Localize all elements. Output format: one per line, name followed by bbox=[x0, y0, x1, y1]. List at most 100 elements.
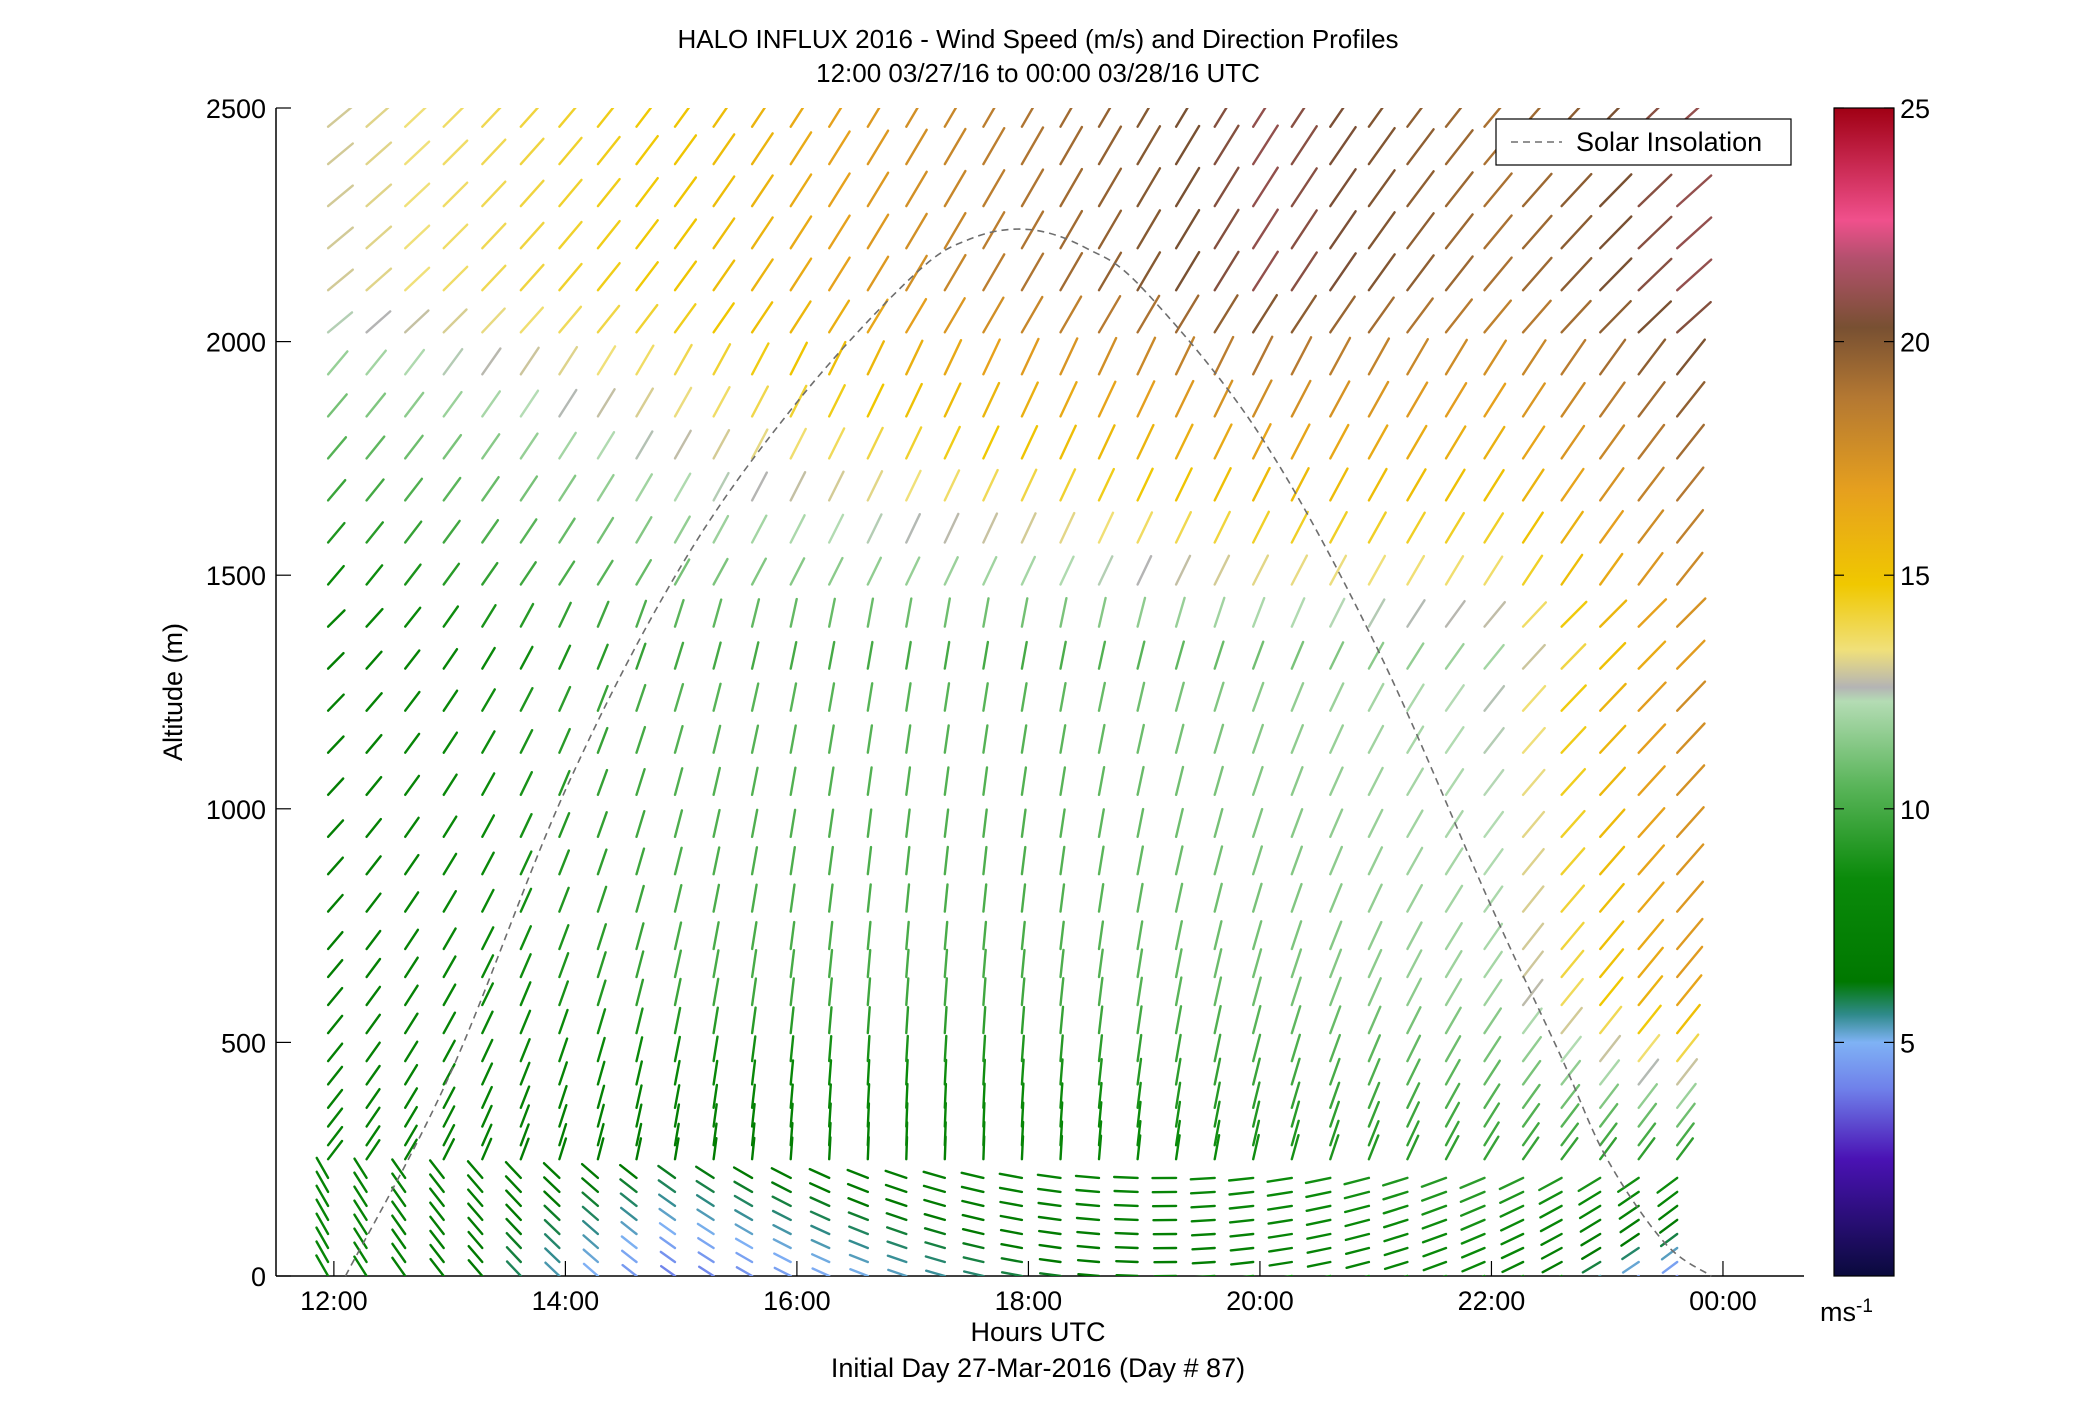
wind-vector bbox=[596, 388, 616, 418]
wind-vector bbox=[1329, 1005, 1342, 1035]
wind-vector bbox=[1444, 382, 1468, 418]
wind-vector bbox=[1367, 1005, 1382, 1035]
wind-vector bbox=[1329, 724, 1345, 754]
wind-vector bbox=[905, 1034, 909, 1063]
wind-vector bbox=[1136, 1057, 1143, 1086]
wind-vector bbox=[1444, 511, 1466, 544]
wind-vector bbox=[635, 219, 659, 250]
wind-vector bbox=[1344, 1218, 1371, 1228]
wind-vector bbox=[866, 108, 881, 128]
wind-vector bbox=[1367, 682, 1385, 712]
wind-vector bbox=[866, 597, 875, 628]
wind-vector bbox=[442, 108, 465, 128]
wind-vector bbox=[635, 344, 655, 376]
wind-vector bbox=[1020, 597, 1029, 628]
wind-vector bbox=[1483, 172, 1513, 208]
wind-vector bbox=[1343, 1190, 1371, 1200]
wind-vector bbox=[1483, 978, 1503, 1007]
wind-vector bbox=[1483, 299, 1513, 334]
wind-vector bbox=[481, 926, 495, 951]
wind-vector bbox=[1059, 597, 1068, 628]
wind-vector bbox=[365, 1013, 381, 1035]
wind-vector bbox=[582, 1248, 600, 1264]
wind-vector bbox=[365, 892, 382, 913]
wind-vector bbox=[1329, 766, 1344, 796]
wind-vector bbox=[1637, 173, 1673, 208]
wind-vector bbox=[1329, 168, 1357, 208]
wind-vector bbox=[1367, 169, 1396, 208]
wind-vector bbox=[905, 682, 912, 712]
wind-vector bbox=[1675, 680, 1707, 712]
x-tick-label: 22:00 bbox=[1458, 1286, 1526, 1316]
wind-vector bbox=[1675, 216, 1713, 250]
wind-vector bbox=[828, 108, 843, 128]
wind-vector bbox=[1560, 726, 1587, 754]
x-ticks: 12:00 14:00 16:00 18:00 20:00 22:00 00:00 bbox=[300, 1261, 1757, 1316]
wind-vector bbox=[326, 521, 346, 544]
wind-vector bbox=[1521, 922, 1545, 951]
wind-vector bbox=[1136, 1100, 1142, 1128]
wind-vector bbox=[582, 1219, 600, 1236]
wind-vector bbox=[1521, 1102, 1541, 1128]
wind-vector bbox=[943, 808, 950, 838]
wind-vector bbox=[982, 108, 996, 128]
wind-vector bbox=[1560, 1122, 1580, 1147]
wind-vector bbox=[1406, 254, 1435, 292]
wind-vector bbox=[442, 773, 458, 796]
wind-vector bbox=[442, 476, 462, 502]
wind-vector bbox=[905, 883, 911, 913]
wind-vector bbox=[1305, 1218, 1332, 1227]
wind-vector bbox=[519, 602, 535, 628]
wind-vector bbox=[1290, 724, 1305, 754]
wind-vector bbox=[789, 641, 798, 670]
wind-vector bbox=[734, 1237, 754, 1250]
y-tick-label: 1500 bbox=[206, 561, 266, 591]
colorbar-gradient bbox=[1833, 107, 1895, 1277]
wind-vector bbox=[1406, 170, 1435, 208]
wind-vector bbox=[1345, 1260, 1371, 1270]
wind-vector bbox=[558, 924, 570, 951]
wind-vector bbox=[558, 644, 572, 670]
wind-vector bbox=[1059, 424, 1077, 460]
wind-vector bbox=[673, 977, 682, 1007]
x-tick-label: 16:00 bbox=[763, 1286, 831, 1316]
colorbar-tick-label: 5 bbox=[1900, 1028, 1915, 1058]
wind-vector bbox=[750, 682, 760, 712]
wind-vector bbox=[750, 385, 769, 418]
wind-vector bbox=[673, 303, 697, 334]
wind-vector bbox=[943, 883, 949, 913]
wind-vector bbox=[750, 514, 768, 544]
wind-vector bbox=[1229, 1260, 1255, 1266]
wind-vector bbox=[1367, 380, 1390, 418]
wind-vector bbox=[1290, 209, 1318, 250]
wind-vector bbox=[1598, 1005, 1623, 1035]
wind-vector bbox=[1059, 1101, 1064, 1128]
wind-vector bbox=[1560, 257, 1593, 292]
wind-vector bbox=[1406, 977, 1423, 1007]
wind-vector bbox=[1136, 681, 1146, 712]
wind-vector bbox=[582, 1262, 600, 1276]
wind-vector bbox=[558, 769, 571, 796]
wind-vector bbox=[1059, 295, 1083, 334]
wind-vector bbox=[923, 1198, 946, 1208]
wind-vector bbox=[750, 342, 770, 376]
wind-vector bbox=[866, 977, 872, 1007]
y-tick-label: 2000 bbox=[206, 328, 266, 358]
wind-vector bbox=[404, 649, 421, 670]
wind-vector bbox=[1598, 510, 1625, 544]
wind-vector bbox=[1444, 810, 1464, 838]
chart-subtitle: 12:00 03/27/16 to 00:00 03/28/16 UTC bbox=[816, 58, 1260, 88]
wind-vector bbox=[581, 1191, 600, 1208]
wind-vector bbox=[1290, 423, 1311, 460]
wind-vector bbox=[315, 1170, 330, 1194]
wind-vector bbox=[481, 982, 494, 1007]
wind-vector bbox=[750, 1006, 757, 1035]
wind-vector bbox=[1637, 881, 1665, 913]
wind-vector bbox=[558, 1037, 569, 1063]
wind-vector bbox=[943, 297, 966, 334]
wind-vector bbox=[943, 977, 948, 1007]
wind-vector bbox=[673, 343, 693, 376]
wind-vector bbox=[1637, 844, 1666, 876]
wind-vector bbox=[982, 381, 1001, 418]
wind-vector bbox=[558, 474, 577, 502]
